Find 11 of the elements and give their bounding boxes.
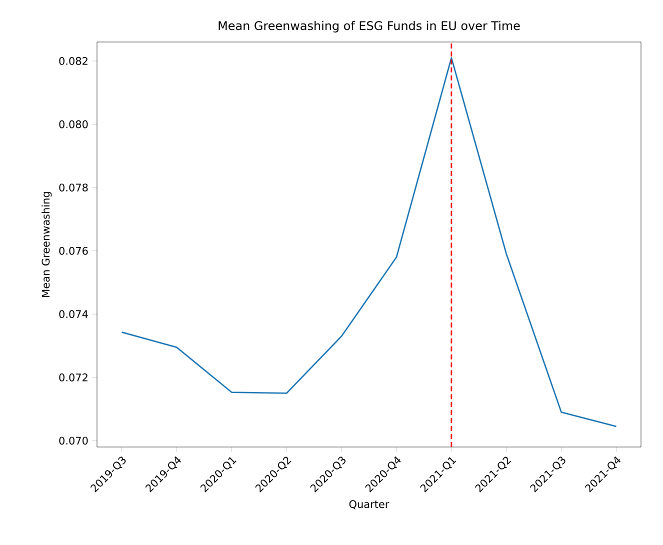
y-axis-title: Mean Greenwashing bbox=[42, 192, 52, 297]
y-tick-label: 0.082 bbox=[59, 57, 88, 65]
y-tick-label: 0.074 bbox=[59, 310, 88, 318]
y-tick-label: 0.072 bbox=[59, 373, 88, 382]
x-axis-title: Quarter bbox=[349, 500, 390, 510]
y-tick-label: 0.076 bbox=[59, 246, 88, 255]
line-series bbox=[121, 57, 617, 428]
y-tick-label: 0.078 bbox=[59, 184, 88, 192]
y-tick-label: 0.080 bbox=[59, 120, 88, 128]
chart-title: Mean Greenwashing of ESG Funds in EU over Time bbox=[218, 20, 520, 32]
y-tick-label: 0.070 bbox=[59, 436, 88, 445]
